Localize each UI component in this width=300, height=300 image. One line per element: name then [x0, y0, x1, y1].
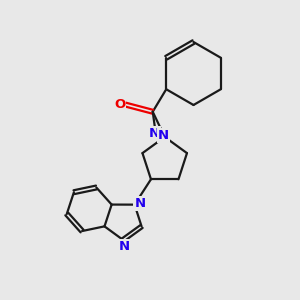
Text: N: N: [119, 240, 130, 253]
Text: N: N: [149, 127, 160, 140]
Text: O: O: [114, 98, 125, 111]
Text: N: N: [134, 196, 146, 210]
Text: N: N: [134, 197, 146, 210]
Text: N: N: [158, 129, 169, 142]
